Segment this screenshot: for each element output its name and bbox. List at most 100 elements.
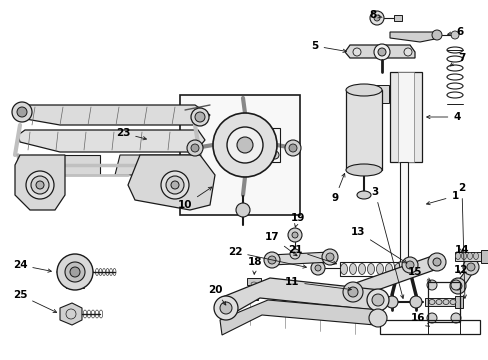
Circle shape [450, 31, 458, 39]
Circle shape [36, 181, 44, 189]
Text: 23: 23 [116, 128, 146, 140]
Polygon shape [220, 300, 379, 335]
Text: 24: 24 [13, 260, 51, 272]
Circle shape [270, 151, 279, 159]
Circle shape [191, 108, 208, 126]
Bar [346, 90, 381, 170]
Text: 1: 1 [426, 191, 458, 205]
Text: 6: 6 [447, 27, 463, 37]
Bar [374, 85, 388, 103]
Bar [427, 282, 459, 322]
Circle shape [462, 259, 478, 275]
Text: 3: 3 [370, 187, 403, 298]
Circle shape [171, 181, 179, 189]
Polygon shape [269, 252, 331, 265]
Circle shape [220, 302, 231, 314]
Bar [480, 250, 487, 263]
Circle shape [352, 48, 360, 56]
Circle shape [449, 278, 465, 294]
Bar [399, 162, 407, 262]
Circle shape [285, 140, 301, 156]
Circle shape [310, 261, 325, 275]
Ellipse shape [385, 264, 392, 274]
Text: 2: 2 [457, 183, 466, 298]
Text: 15: 15 [407, 267, 430, 281]
Circle shape [368, 309, 386, 327]
Text: 11: 11 [284, 277, 350, 291]
Text: 14: 14 [454, 245, 468, 255]
Circle shape [371, 294, 383, 306]
Circle shape [373, 15, 379, 21]
Ellipse shape [467, 252, 471, 260]
Circle shape [288, 144, 296, 152]
Circle shape [236, 203, 249, 217]
Circle shape [31, 176, 49, 194]
Ellipse shape [356, 191, 370, 199]
Circle shape [195, 112, 204, 122]
Circle shape [347, 287, 357, 297]
Ellipse shape [428, 300, 434, 305]
Ellipse shape [454, 252, 460, 260]
Text: 7: 7 [449, 53, 465, 66]
Bar [397, 72, 413, 162]
Circle shape [431, 30, 441, 40]
Text: 21: 21 [287, 245, 336, 264]
Ellipse shape [429, 263, 435, 269]
Ellipse shape [376, 264, 383, 274]
Circle shape [191, 144, 199, 152]
Circle shape [287, 228, 302, 242]
Text: 8: 8 [368, 10, 381, 20]
Circle shape [17, 107, 27, 117]
Polygon shape [128, 155, 215, 210]
Bar [414, 262, 436, 270]
Circle shape [426, 280, 436, 290]
Ellipse shape [340, 264, 347, 274]
Polygon shape [30, 155, 100, 175]
Bar [339, 262, 404, 276]
Circle shape [453, 282, 461, 290]
Bar [260, 128, 280, 162]
Circle shape [165, 176, 183, 194]
Text: 19: 19 [290, 213, 305, 227]
Ellipse shape [346, 84, 381, 96]
Text: 18: 18 [247, 257, 262, 274]
Circle shape [401, 257, 417, 273]
Bar [454, 252, 480, 261]
Circle shape [237, 137, 252, 153]
Circle shape [342, 282, 362, 302]
Circle shape [291, 232, 297, 238]
Circle shape [427, 253, 445, 271]
Polygon shape [345, 45, 414, 58]
Ellipse shape [349, 264, 356, 274]
Circle shape [369, 11, 383, 25]
Polygon shape [115, 155, 200, 175]
Circle shape [267, 256, 275, 264]
Polygon shape [398, 262, 408, 275]
Ellipse shape [367, 264, 374, 274]
Bar [249, 278, 258, 300]
Text: 5: 5 [311, 41, 346, 53]
Text: 13: 13 [350, 227, 406, 263]
Circle shape [65, 262, 85, 282]
Circle shape [261, 131, 268, 139]
Bar [393, 15, 401, 21]
Text: 12: 12 [453, 265, 468, 275]
Circle shape [26, 171, 54, 199]
Text: 25: 25 [13, 290, 57, 312]
Ellipse shape [472, 252, 478, 260]
Circle shape [12, 102, 32, 122]
Text: 16: 16 [410, 313, 428, 327]
Ellipse shape [394, 264, 401, 274]
Circle shape [432, 258, 440, 266]
Ellipse shape [461, 252, 466, 260]
Circle shape [466, 263, 474, 271]
Text: 20: 20 [207, 285, 225, 305]
Ellipse shape [435, 300, 441, 305]
Text: 17: 17 [264, 232, 296, 256]
Circle shape [321, 249, 337, 265]
Circle shape [366, 289, 388, 311]
Text: 9: 9 [331, 174, 344, 203]
Polygon shape [389, 32, 439, 42]
Circle shape [385, 296, 397, 308]
Polygon shape [220, 278, 379, 318]
